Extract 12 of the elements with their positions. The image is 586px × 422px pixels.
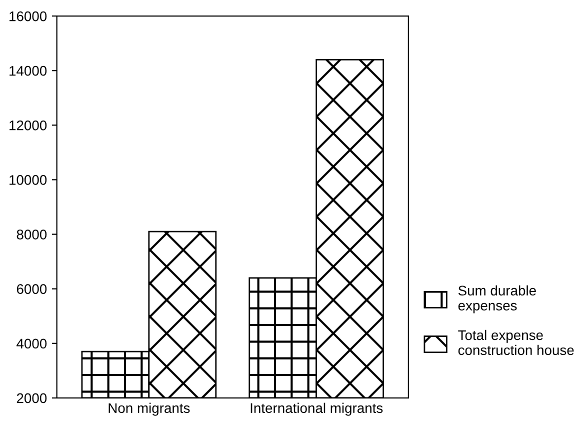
y-tick-label: 12000 xyxy=(10,120,47,130)
y-tick-label: 14000 xyxy=(10,66,47,76)
legend-label: Sum durable expenses xyxy=(458,285,536,314)
x-tick-label: Non migrants xyxy=(108,402,190,416)
y-tick-label: 10000 xyxy=(10,175,47,185)
y-tick-label: 6000 xyxy=(16,284,47,294)
legend-label: Total expense construction house xyxy=(458,330,574,356)
y-tick-label: 16000 xyxy=(10,11,47,22)
y-tick-label: 2000 xyxy=(16,393,47,404)
y-tick-label: 4000 xyxy=(16,338,47,349)
y-tick-label: 8000 xyxy=(16,230,47,240)
x-tick-label: International migrants xyxy=(250,402,383,416)
